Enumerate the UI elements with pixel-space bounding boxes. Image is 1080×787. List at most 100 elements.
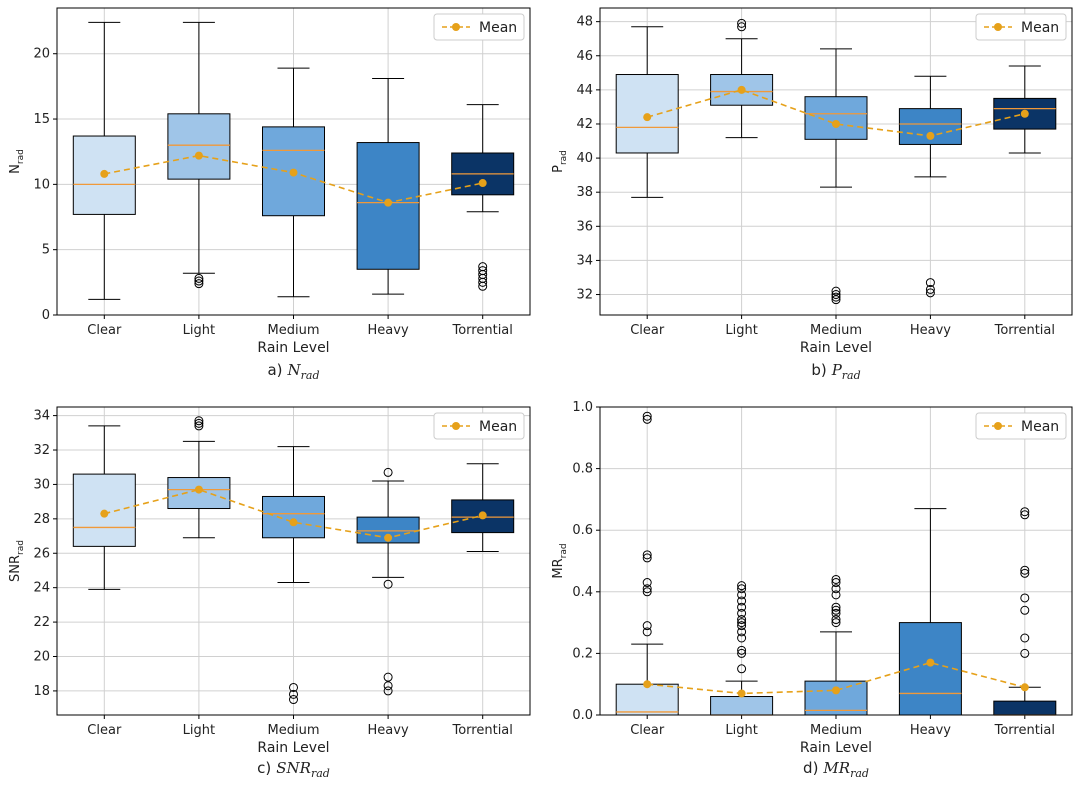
legend-box (433, 412, 525, 440)
y-tick-label: 18 (33, 684, 50, 699)
x-tick-label: Medium (268, 723, 320, 738)
x-tick-label: Light (183, 323, 215, 338)
box-iqr (898, 622, 962, 716)
outlier-point (1020, 565, 1030, 575)
mean-point (926, 131, 935, 140)
x-tick-label: Clear (87, 323, 122, 338)
y-tick-label: 1.0 (572, 400, 593, 415)
mean-point (926, 658, 935, 667)
outlier-point (831, 584, 841, 594)
outlier-point (737, 618, 747, 628)
y-tick-label: 0.8 (572, 462, 593, 477)
mean-line (104, 488, 483, 539)
outlier-point (737, 648, 747, 658)
legend-label: Mean (479, 20, 517, 36)
legend-marker (452, 422, 460, 430)
x-tick-label: Clear (630, 723, 665, 738)
box-torrential (451, 104, 515, 291)
legend-label: Mean (479, 419, 517, 435)
mean-line (647, 661, 1026, 695)
outlier-point (737, 584, 747, 594)
y-tick-label: 34 (33, 409, 50, 424)
caption-sub: rad (850, 767, 869, 780)
caption-main: N (287, 361, 302, 379)
y-tick-label: 34 (576, 253, 593, 268)
x-tick-label: Torrential (452, 723, 513, 738)
x-tick-label: Medium (810, 323, 862, 338)
outlier-point (194, 421, 204, 431)
outlier-point (642, 621, 652, 631)
outlier-point (289, 682, 298, 692)
outlier-point (194, 279, 204, 289)
x-tick-label: Heavy (368, 323, 409, 338)
outlier-point (642, 414, 652, 424)
y-tick-label: 10 (33, 177, 50, 192)
mean-point (737, 85, 746, 94)
x-tick-label: Torrential (452, 323, 513, 338)
y-tick-label: 24 (33, 581, 50, 596)
outlier-point (642, 578, 652, 588)
y-tick-label: 48 (576, 15, 593, 30)
panel-d: 0.0 0.2 0.4 0.6 0.8 1.0 Clear Light Medium Heavy T… (551, 400, 1073, 780)
outlier-point (383, 681, 393, 691)
outlier-point (925, 284, 935, 294)
y-tick-label: 32 (33, 443, 50, 458)
outlier-point (289, 695, 298, 705)
mean-point (478, 511, 487, 520)
y-tick-label: 42 (576, 117, 593, 132)
caption-prefix: a) (267, 361, 282, 379)
outlier-point (831, 295, 841, 305)
outlier-point (737, 590, 747, 600)
outlier-point (194, 273, 204, 283)
box-iqr (451, 499, 515, 534)
box-light (710, 18, 774, 139)
y-axis-label-main: SNR (8, 555, 23, 582)
outlier-point (737, 602, 747, 612)
x-axis-label: Rain Level (800, 340, 872, 356)
y-tick-label: 22 (33, 615, 50, 630)
outlier-point (1020, 648, 1030, 658)
outlier-point (194, 416, 204, 426)
box-iqr (167, 113, 231, 180)
outlier-point (737, 621, 747, 631)
outlier-point (737, 581, 747, 591)
y-tick-label: 46 (576, 49, 593, 64)
outlier-point (1020, 507, 1030, 517)
legend-marker (994, 23, 1002, 31)
outlier-point (737, 615, 747, 625)
mean-point (1020, 683, 1029, 692)
y-tick-label: 0 (42, 308, 50, 323)
y-tick-label: 0.6 (572, 523, 593, 538)
box-medium (804, 48, 868, 305)
outlier-point (383, 686, 393, 696)
outlier-point (831, 286, 841, 296)
outlier-point (642, 587, 652, 597)
plot-frame (599, 406, 1073, 716)
box-heavy (898, 508, 962, 716)
y-tick-label: 44 (576, 83, 593, 98)
y-axis-label-main: N (8, 164, 23, 174)
outlier-point (642, 584, 652, 594)
outlier-point (831, 292, 841, 302)
y-tick-label: 5 (42, 243, 50, 258)
legend-box (975, 13, 1067, 41)
box-heavy (356, 467, 420, 696)
outlier-point (478, 266, 488, 276)
y-axis-label-sub: rad (559, 150, 569, 165)
box-iqr (710, 696, 774, 716)
mean-point (832, 119, 840, 128)
x-tick-label: Medium (268, 323, 320, 338)
outlier-point (289, 689, 298, 699)
caption-main: P (831, 361, 843, 379)
mean-point (384, 533, 393, 542)
box-iqr (262, 495, 325, 539)
outlier-point (642, 550, 652, 560)
outlier-point (1020, 568, 1030, 578)
mean-point (643, 113, 652, 122)
plot-frame (56, 406, 531, 716)
y-tick-label: 28 (33, 512, 50, 527)
panel-caption: d) MRrad (803, 759, 869, 780)
x-tick-label: Light (183, 723, 215, 738)
y-axis-label: Prad (551, 150, 569, 173)
x-tick-label: Clear (87, 723, 122, 738)
